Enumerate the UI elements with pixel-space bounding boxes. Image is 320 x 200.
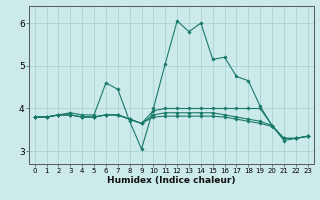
X-axis label: Humidex (Indice chaleur): Humidex (Indice chaleur) <box>107 176 236 185</box>
